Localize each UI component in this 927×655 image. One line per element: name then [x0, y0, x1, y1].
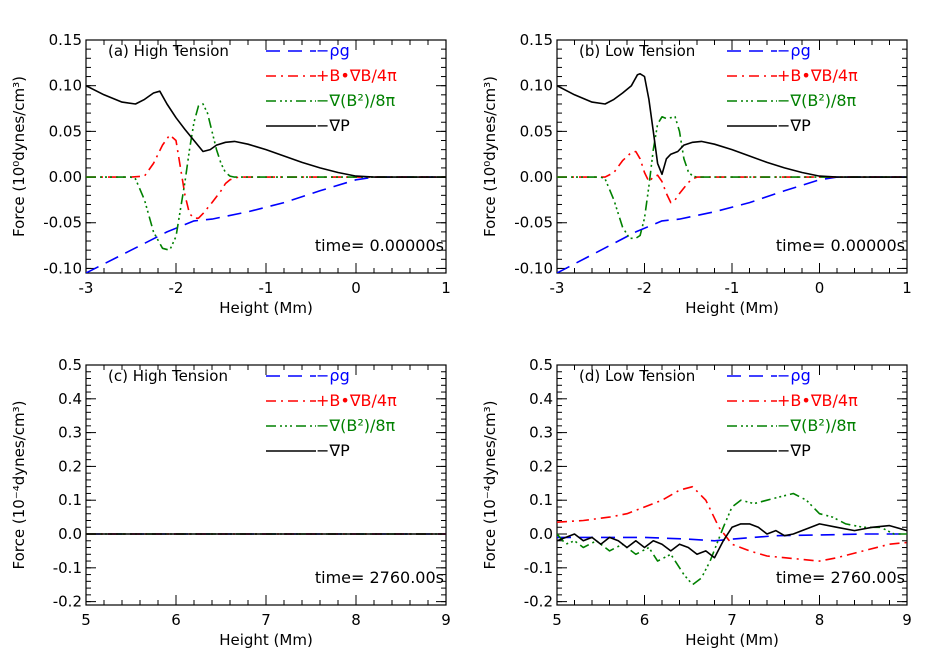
legend-label-tension: +B•∇B/4π	[777, 391, 858, 410]
x-axis-label: Height (Mm)	[685, 631, 779, 649]
y-tick-label: 0.0	[58, 525, 82, 543]
x-tick-label: -2	[169, 279, 184, 297]
y-tick-label: -0.2	[524, 593, 553, 611]
series-group	[557, 73, 907, 273]
x-tick-label: 9	[441, 611, 451, 629]
y-tick-label: -0.10	[514, 259, 553, 277]
time-annotation: time= 2760.00s	[776, 568, 905, 587]
y-tick-label: 0.05	[49, 122, 82, 140]
y-tick-label: 0.3	[529, 424, 553, 442]
legend-label-rho_g: −ρg	[777, 41, 811, 60]
legend-label-pressure_mag: −∇(B²)/8π	[777, 416, 857, 435]
y-tick-label: 0.0	[529, 525, 553, 543]
x-tick-label: -1	[259, 279, 274, 297]
y-tick-label: 0.10	[49, 77, 82, 95]
y-tick-label: 0.1	[58, 491, 82, 509]
series-line-tension	[557, 485, 907, 562]
y-axis-label: Force (10⁰dynes/cm³)	[481, 76, 499, 237]
panel-title: (c) High Tension	[108, 367, 228, 385]
x-tick-label: 1	[902, 279, 912, 297]
y-tick-label: 0.15	[49, 31, 82, 49]
x-tick-label: -3	[550, 279, 565, 297]
y-tick-label: 0.10	[520, 77, 553, 95]
legend-label-grad_p: −∇P	[777, 116, 811, 135]
x-tick-label: 5	[81, 611, 91, 629]
series-line-grad_p	[557, 73, 907, 178]
panel-c: 5 6 7 8 9 -0.2 -0.1 0.0 0.1 0.2 0.3 0.4 0.5 Height (M…	[10, 356, 451, 649]
time-annotation: time= 0.00000s	[776, 236, 905, 255]
x-tick-label: -2	[637, 279, 652, 297]
y-tick-label: 0.4	[58, 390, 82, 408]
y-tick-label: 0.00	[520, 168, 553, 186]
x-tick-label: -1	[725, 279, 740, 297]
y-tick-label: 0.4	[529, 390, 553, 408]
x-tick-label: 8	[351, 611, 361, 629]
panel-title: (d) Low Tension	[579, 367, 695, 385]
time-annotation: time= 0.00000s	[315, 236, 444, 255]
y-axis-label: Force (10⁻⁴dynes/cm³)	[481, 401, 499, 570]
legend-label-grad_p: −∇P	[777, 441, 811, 460]
y-tick-label: -0.05	[514, 214, 553, 232]
series-line-pressure_mag	[557, 116, 907, 240]
x-tick-label: 0	[351, 279, 361, 297]
x-tick-label: 1	[441, 279, 451, 297]
x-tick-label: 6	[640, 611, 650, 629]
y-axis-label: Force (10⁰dynes/cm³)	[10, 76, 28, 237]
x-tick-label: 7	[261, 611, 271, 629]
panel-d: 5 6 7 8 9 -0.2 -0.1 0.0 0.1 0.2 0.3 0.4 0.5 Height (M…	[481, 356, 912, 649]
series-line-tension	[557, 150, 907, 204]
x-tick-label: -3	[79, 279, 94, 297]
series-line-rho_g	[557, 176, 907, 273]
legend-label-tension: +B•∇B/4π	[777, 66, 858, 85]
y-tick-label: 0.5	[58, 356, 82, 374]
y-tick-label: -0.10	[43, 259, 82, 277]
panel-title: (a) High Tension	[108, 42, 229, 60]
legend-label-grad_p: −∇P	[316, 116, 350, 135]
x-axis-label: Height (Mm)	[219, 631, 313, 649]
series-line-grad_p	[557, 523, 907, 559]
panel-b: -3 -2 -1 0 1 -0.10 -0.05 0.00 0.05 0.10 0.15 Height…	[481, 31, 912, 317]
time-annotation: time= 2760.00s	[315, 568, 444, 587]
y-tick-label: -0.2	[53, 593, 82, 611]
series-group	[557, 485, 907, 586]
series-line-pressure_mag	[86, 103, 446, 251]
panel-a: -3 -2 -1 0 1 -0.10 -0.05 0.00 0.05 0.10 0.15 Height…	[10, 31, 451, 317]
y-tick-label: 0.2	[58, 457, 82, 475]
legend-label-grad_p: −∇P	[316, 441, 350, 460]
x-tick-label: 9	[902, 611, 912, 629]
legend-label-pressure_mag: −∇(B²)/8π	[316, 91, 396, 110]
y-tick-label: 0.3	[58, 424, 82, 442]
series-line-tension	[86, 134, 446, 219]
x-tick-label: 0	[815, 279, 825, 297]
y-tick-label: 0.05	[520, 122, 553, 140]
y-tick-label: -0.1	[524, 559, 553, 577]
series-line-pressure_mag	[557, 492, 907, 586]
x-tick-label: 7	[727, 611, 737, 629]
panel-title: (b) Low Tension	[579, 42, 695, 60]
y-tick-label: 0.00	[49, 168, 82, 186]
x-tick-label: 5	[552, 611, 562, 629]
series-group	[86, 84, 446, 273]
series-line-rho_g	[86, 176, 446, 273]
y-tick-label: -0.1	[53, 559, 82, 577]
x-tick-label: 6	[171, 611, 181, 629]
series-line-grad_p	[86, 84, 446, 178]
x-axis-label: Height (Mm)	[685, 299, 779, 317]
legend-label-rho_g: −ρg	[316, 366, 350, 385]
y-tick-label: -0.05	[43, 214, 82, 232]
legend-label-pressure_mag: −∇(B²)/8π	[316, 416, 396, 435]
y-tick-label: 0.1	[529, 491, 553, 509]
legend-label-tension: +B•∇B/4π	[316, 391, 397, 410]
y-tick-label: 0.2	[529, 457, 553, 475]
legend-label-pressure_mag: −∇(B²)/8π	[777, 91, 857, 110]
x-axis-label: Height (Mm)	[219, 299, 313, 317]
y-tick-label: 0.5	[529, 356, 553, 374]
legend-label-rho_g: −ρg	[316, 41, 350, 60]
legend-label-tension: +B•∇B/4π	[316, 66, 397, 85]
legend-label-rho_g: −ρg	[777, 366, 811, 385]
y-tick-label: 0.15	[520, 31, 553, 49]
y-axis-label: Force (10⁻⁴dynes/cm³)	[10, 401, 28, 570]
x-tick-label: 8	[815, 611, 825, 629]
